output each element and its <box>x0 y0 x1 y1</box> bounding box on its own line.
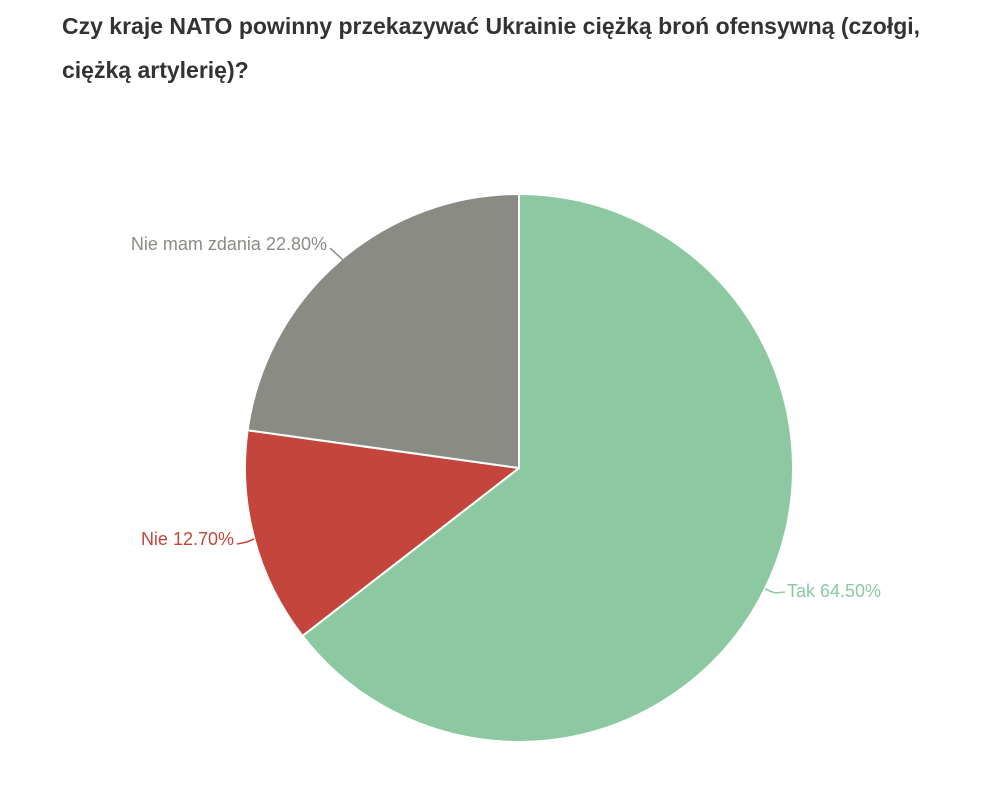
slice-label-nie-mam-zdania: Nie mam zdania 22.80% <box>131 234 327 254</box>
pie-slice-nie[interactable] <box>244 429 520 637</box>
slice-label-nie: Nie 12.70% <box>141 529 234 549</box>
chart-title: Czy kraje NATO powinny przekazywać Ukrai… <box>62 13 921 83</box>
label-connector-tak <box>764 588 786 594</box>
label-connector-nie <box>236 538 255 545</box>
pie-slice-nie-mam-zdania[interactable] <box>246 193 520 469</box>
label-connector-nie-mam-zdania <box>329 247 345 262</box>
slice-label-tak: Tak 64.50% <box>787 581 881 601</box>
pie-slice-tak[interactable] <box>301 193 794 743</box>
